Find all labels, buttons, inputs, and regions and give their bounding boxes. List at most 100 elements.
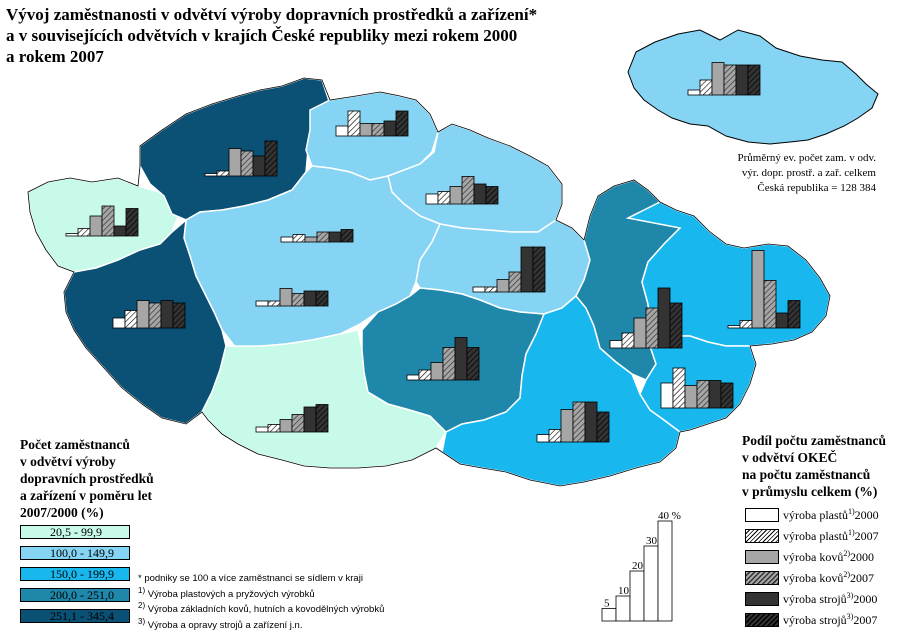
legend-class-label-2: 100,0 - 149,9	[50, 545, 114, 560]
bar-jihomoravský-4	[584, 401, 598, 443]
bar-pardubický-0	[472, 286, 486, 293]
bar-jihomoravský-1	[548, 429, 562, 443]
bar-ústecký-2	[228, 148, 242, 177]
choropleth-legend-title: Počet zaměstnanců v odvětví výroby dopra…	[20, 436, 154, 521]
bar-liberecký-5	[395, 110, 409, 137]
bar-pardubický-5	[532, 246, 546, 293]
footnote-1: 1) Výroba plastových a pryžových výrobků	[138, 585, 315, 600]
bar-karlovarský-0	[65, 233, 79, 237]
title-line-3: a rokem 2007	[6, 47, 104, 66]
footnote-3: 3) Výroba a opravy strojů a zařízení j.n…	[138, 616, 303, 631]
bar-česká republika-4	[735, 64, 749, 96]
bar-vysočina-3	[442, 347, 456, 381]
legend-right-title-4: v průmyslu celkem (%)	[742, 484, 878, 499]
bar-legend-item-2: výroba plastů1)2007	[745, 526, 879, 546]
legend-right-title-3: na počtu zaměstnanců	[742, 467, 871, 482]
bar-jihočeský-3	[291, 414, 305, 433]
scale-label-2: 20	[632, 560, 644, 572]
legend-class-label-3: 150,0 - 199,9	[50, 566, 114, 581]
bar-praha-0	[255, 300, 269, 307]
legend-right-title-1: Podíl počtu zaměstnanců	[742, 433, 887, 448]
bar-liberecký-4	[383, 120, 397, 137]
bar-pardubický-1	[484, 286, 498, 293]
scale-bar-3	[643, 545, 659, 622]
bar-olomoucký-2	[633, 317, 647, 349]
bar-ústecký-5	[264, 140, 278, 177]
bar-olomoucký-4	[657, 287, 671, 349]
bar-praha-5	[315, 290, 329, 307]
bar-česká republika-2	[711, 62, 725, 96]
bar-karlovarský-3	[101, 205, 115, 237]
bar-královéhradecký-0	[425, 193, 439, 205]
bar-vysočina-5	[466, 347, 480, 381]
bar-height-scale: 5 10 20 30 40 %	[601, 510, 681, 622]
bar-group-liberecký	[335, 110, 409, 137]
bar-ústecký-0	[204, 173, 218, 177]
avg-line-2: výr. dopr. prostř. a zař. celkem	[741, 167, 876, 179]
title-line-1: Vývoj zaměstnanosti v odvětví výroby dop…	[6, 5, 538, 24]
scale-label-4: 40 %	[658, 510, 681, 522]
legend-left-title-4: a zařízení v poměru let	[20, 488, 152, 503]
region-bar-charts	[65, 62, 801, 443]
bar-moravskoslezský-5	[787, 300, 801, 329]
bar-group-praha	[255, 288, 329, 307]
bar-legend-swatch-6	[745, 613, 779, 627]
bar-legend-item-3: výroba kovů2)2000	[745, 547, 874, 567]
bar-česká republika-1	[699, 79, 713, 96]
bar-středočeský-5	[340, 229, 354, 243]
bar-olomoucký-3	[645, 307, 659, 349]
bar-královéhradecký-5	[485, 186, 499, 205]
bar-praha-3	[291, 293, 305, 307]
bar-plzeňský-4	[160, 300, 174, 329]
bar-pardubický-2	[496, 279, 510, 293]
bar-moravskoslezský-3	[763, 280, 777, 329]
bar-praha-1	[267, 300, 281, 307]
bar-legend-label-5: výroba strojů3)2000	[783, 591, 878, 606]
bar-legend-item-5: výroba strojů3)2000	[745, 589, 877, 609]
legend-class-label-5: 251,1 - 345,4	[50, 608, 114, 623]
country-outline	[27, 77, 831, 487]
bar-zlínský-1	[672, 367, 686, 409]
bar-plzeňský-1	[124, 310, 138, 329]
scale-bar-1	[615, 595, 631, 622]
bar-královéhradecký-2	[449, 186, 463, 205]
bar-vysočina-1	[418, 369, 432, 381]
bar-karlovarský-2	[89, 215, 103, 237]
bar-group-zlínský	[660, 367, 734, 409]
bar-zlínský-2	[684, 385, 698, 409]
bar-karlovarský-1	[77, 228, 91, 237]
footnote-asterisk: * podniky se 100 a více zaměstnanci se s…	[138, 573, 363, 584]
legend-right-title-2: v odvětví OKEČ	[742, 450, 838, 465]
avg-line-3: Česká republika = 128 384	[757, 182, 876, 194]
bar-group-ústecký	[204, 140, 278, 177]
bar-středočeský-0	[280, 236, 294, 243]
legend-class-label-4: 200,0 - 251,0	[50, 587, 114, 602]
bar-group-středočeský	[280, 229, 354, 243]
bar-česká republika-3	[723, 64, 737, 96]
legend-left-title-3: dopravních prostředků	[20, 471, 154, 486]
legend-class-5: 251,1 - 345,4	[20, 608, 130, 624]
bar-plzeňský-5	[172, 302, 186, 329]
bar-jihomoravský-5	[596, 411, 610, 443]
bar-moravskoslezský-4	[775, 312, 789, 329]
bar-liberecký-1	[347, 110, 361, 137]
bar-group-olomoucký	[609, 287, 683, 349]
bar-legend-title: Podíl počtu zaměstnanců v odvětví OKEČ n…	[742, 432, 886, 500]
bar-group-jihočeský	[255, 404, 329, 433]
bar-česká republika-0	[687, 89, 701, 96]
map-title: Vývoj zaměstnanosti v odvětví výroby dop…	[6, 4, 606, 67]
legend-left-title-1: Počet zaměstnanců	[20, 437, 130, 452]
bar-group-plzeňský	[112, 300, 186, 329]
bar-legend-swatch-1	[745, 508, 779, 522]
title-line-2: a v souvisejících odvětvích v krajích Če…	[6, 26, 518, 45]
bar-jihomoravský-2	[560, 409, 574, 443]
scale-bar-0	[601, 608, 617, 622]
bar-jihočeský-2	[279, 419, 293, 433]
average-employment-note: Průměrný ev. počet zam. v odv. výr. dopr…	[640, 151, 876, 196]
bar-zlínský-0	[660, 382, 674, 409]
bar-legend-item-1: výroba plastů1)2000	[745, 505, 879, 525]
bar-group-vysočina	[406, 337, 480, 381]
bar-ústecký-3	[240, 150, 254, 177]
bar-moravskoslezský-1	[739, 320, 753, 329]
bar-praha-2	[279, 288, 293, 307]
